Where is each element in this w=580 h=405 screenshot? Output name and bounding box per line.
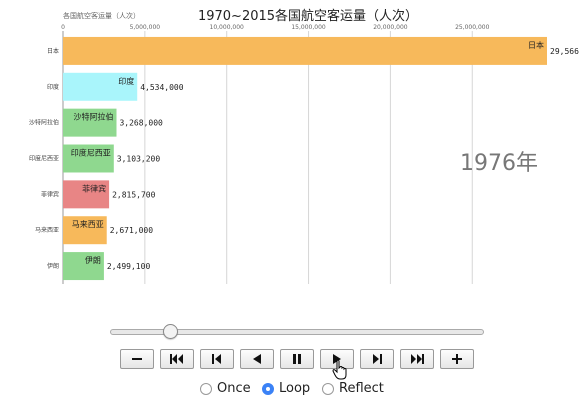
category-label: 印度尼西亚 [29,155,59,163]
loop-label: Loop [279,381,311,396]
x-axis-ticks: 0 5,000,000 10,000,000 15,000,000 20,000,000… [61,24,490,31]
play-reverse-icon [253,354,261,364]
last-frame-icon [411,354,424,364]
value-label: 2,499,100 [107,262,151,271]
mode-loop[interactable]: Loop [262,381,310,396]
x-tick-label: 20,000,000 [373,24,408,31]
mode-once[interactable]: Once [200,381,251,396]
value-label: 4,534,000 [140,83,184,92]
year-label: 1976年 [460,151,538,176]
step-forward-icon [373,354,382,364]
axis-title: 各国航空客运量（人次） [63,11,140,20]
x-tick-label: 10,000,000 [210,24,245,31]
loop-radio[interactable] [262,382,274,395]
step-end-button[interactable] [360,349,394,369]
step-back-icon [212,354,221,364]
value-label: 3,103,200 [117,155,161,164]
x-tick-label: 15,000,000 [291,24,326,31]
value-label: 29,566,0 [550,47,580,56]
play-reverse-button[interactable] [240,349,274,369]
timeline-slider[interactable] [110,324,484,339]
hand-cursor-icon [332,359,347,380]
category-label: 菲律宾 [41,190,59,198]
slider-thumb[interactable] [162,324,178,339]
bar-name-label: 菲律宾 [82,183,106,193]
value-label: 2,671,000 [110,226,154,235]
x-tick-label: 0 [61,24,65,31]
bars: 日本日本29,566,0印度印度4,534,000沙特阿拉伯沙特阿拉伯3,268… [29,36,580,281]
bar-chart-race: 1970~2015各国航空客运量（人次） 各国航空客运量（人次） 0 5,000,… [29,8,580,284]
minus-icon [132,358,142,360]
bar [63,216,107,245]
bar [63,144,114,173]
bar-name-label: 沙特阿拉伯 [73,112,113,122]
pause-button[interactable] [280,349,314,369]
reflect-radio[interactable] [322,382,334,395]
once-radio[interactable] [200,382,212,395]
first-frame-icon [170,354,183,364]
value-label: 2,815,700 [112,190,156,199]
category-label: 日本 [47,47,59,55]
category-label: 印度 [47,83,59,91]
last-frame-button[interactable] [400,349,434,369]
bar [63,72,138,101]
bar-name-label: 日本 [528,40,544,50]
category-label: 沙特阿拉伯 [29,119,59,127]
bar [63,36,547,65]
value-label: 3,268,000 [119,119,163,128]
chart-title: 1970~2015各国航空客运量（人次） [198,8,418,24]
first-frame-button[interactable] [160,349,194,369]
category-label: 马来西亚 [35,226,59,234]
pause-icon [293,354,301,364]
reflect-label: Reflect [339,381,384,396]
play-icon [333,354,341,364]
slider-track[interactable] [110,329,484,335]
bar [63,180,110,209]
mode-reflect[interactable]: Reflect [322,381,384,396]
bar-name-label: 印度 [118,76,134,86]
minus-button[interactable] [120,349,154,369]
bar-name-label: 印度尼西亚 [71,148,111,158]
bar-name-label: 伊朗 [85,255,101,265]
x-tick-label: 25,000,000 [455,24,490,31]
plus-button[interactable] [440,349,474,369]
category-label: 伊朗 [47,262,59,270]
bar [63,108,117,137]
x-tick-label: 5,000,000 [130,24,161,31]
step-start-button[interactable] [200,349,234,369]
bar-name-label: 马来西亚 [72,220,104,229]
bar [63,252,104,281]
play-button[interactable] [320,349,354,369]
plus-icon [452,354,462,364]
once-label: Once [217,381,251,396]
